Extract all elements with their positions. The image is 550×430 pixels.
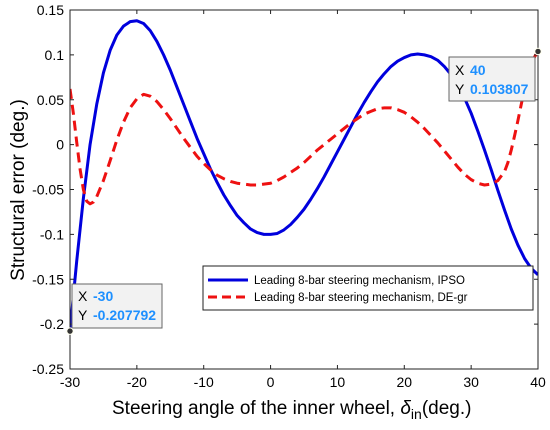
datatip-box [448,56,536,102]
datatip-40[interactable]: X 40 Y 0.103807 [448,56,536,102]
x-tick-label: 0 [267,374,275,390]
datatip-marker[interactable] [534,47,542,56]
y-tick-label: 0.05 [37,92,64,108]
datatip-y-key: Y [455,81,465,97]
legend: Leading 8-bar steering mechanism, IPSO L… [202,265,534,311]
datatip-x-key: X [78,288,88,304]
y-tick-label: -0.25 [32,361,64,377]
y-axis-label: Structural error (deg.) [8,99,29,281]
x-axis-label-unit: (deg.) [422,398,472,419]
legend-label-ipso: Leading 8-bar steering mechanism, IPSO [254,275,465,287]
x-axis-label-text: Steering angle of the inner wheel, [112,398,400,419]
x-axis-label-symbol: δ [400,398,411,419]
y-tick-label: -0.15 [32,271,64,287]
y-tick-label: -0.2 [40,316,64,332]
y-tick-label: -0.05 [32,182,64,198]
datatip-y-value: 0.103807 [470,81,529,97]
ticks-layer: -30 -20 -10 0 10 20 30 40 -0.25 -0.2 -0.15 -0.1 -0.0… [32,2,546,390]
x-tick-label: -10 [194,374,214,390]
datatip-x-key: X [455,62,465,78]
legend-label-de-gr: Leading 8-bar steering mechanism, DE-gr [254,292,468,304]
y-tick-label: 0 [56,137,64,153]
series-line-de-gr [70,50,538,206]
datatip-x-value: 40 [470,62,486,78]
x-axis-label-subscript: in [411,406,422,422]
datatip-y-key: Y [78,307,88,323]
x-tick-label: -30 [60,374,80,390]
datatip-marker[interactable] [66,327,74,335]
datatip-y-value: -0.207792 [93,307,156,323]
y-tick-label: 0.1 [45,47,65,63]
datatip-minus-30[interactable]: X -30 Y -0.207792 [71,283,163,329]
x-tick-label: -20 [127,374,147,390]
x-tick-label: 10 [330,374,346,390]
datatip-markers [66,47,542,335]
y-tick-label: -0.1 [40,226,64,242]
datatip-x-value: -30 [93,288,113,304]
legend-box [202,265,534,311]
datatip-box [71,283,163,329]
x-tick-label: 30 [463,374,479,390]
x-axis-label: Steering angle of the inner wheel, δin(d… [112,398,471,422]
x-tick-label: 20 [396,374,412,390]
y-tick-label: 0.15 [37,2,64,18]
x-tick-label: 40 [530,374,546,390]
